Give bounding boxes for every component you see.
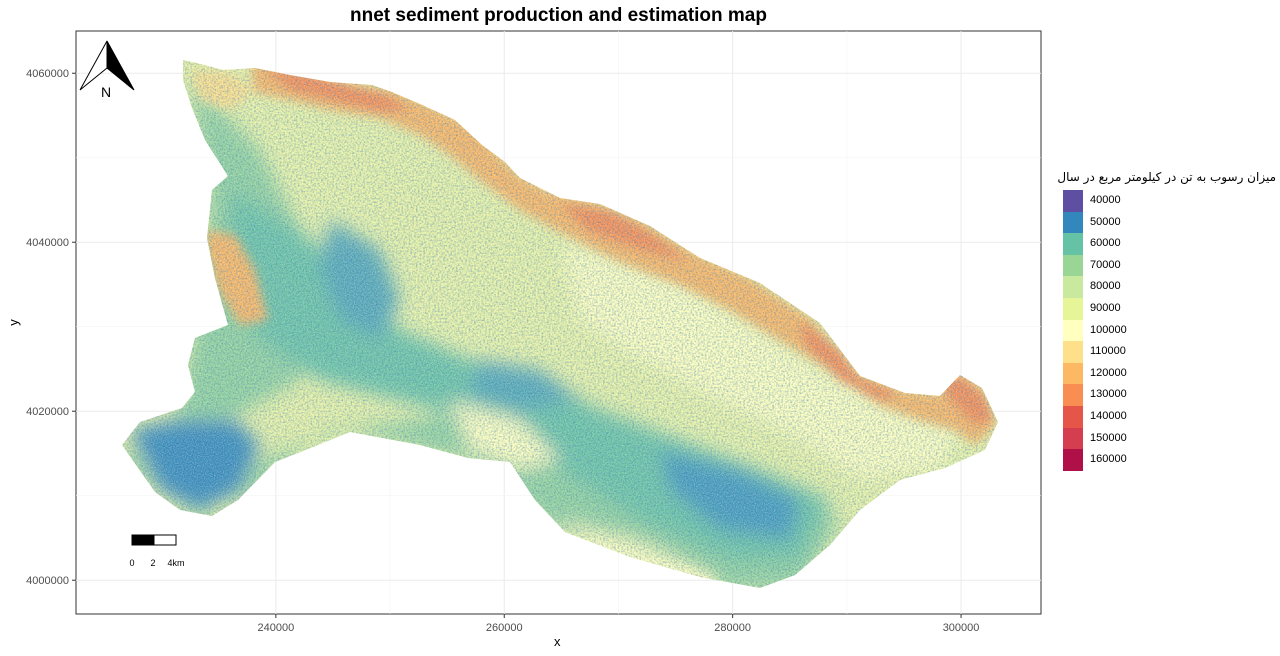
legend-color-key: [1063, 427, 1083, 450]
legend-color-key: [1063, 297, 1083, 320]
legend-label: 60000: [1090, 237, 1121, 250]
legend-item: 110000: [1061, 341, 1276, 363]
scale-bar-label-4km: 4km: [167, 558, 184, 568]
legend-item: 60000: [1061, 233, 1276, 255]
legend-color-key: [1063, 319, 1083, 342]
legend-label: 50000: [1090, 215, 1121, 228]
legend-label: 120000: [1090, 366, 1127, 379]
legend-color-key: [1063, 384, 1083, 406]
y-tick-label: 4000000: [26, 575, 69, 587]
legend-color-key: [1063, 233, 1083, 255]
legend-item: 40000: [1061, 190, 1276, 212]
legend-color-key: [1063, 211, 1083, 234]
legend-item: 70000: [1061, 254, 1276, 277]
y-tick-label: 4060000: [26, 68, 69, 80]
legend-label: 80000: [1090, 280, 1121, 293]
legend-item: 80000: [1061, 276, 1276, 298]
map-title: nnet sediment production and estimation …: [350, 5, 767, 26]
north-arrow: N: [79, 40, 135, 100]
legend-color-key: [1063, 341, 1083, 363]
x-tick-label: 280000: [714, 622, 751, 634]
y-tick-label: 4040000: [26, 237, 69, 249]
axes: 240000 260000 280000 300000 4000000 4020000 40…: [26, 68, 979, 634]
legend-item: 160000: [1061, 449, 1276, 471]
legend-label: 40000: [1090, 194, 1121, 206]
x-axis-title: x: [554, 634, 561, 649]
x-tick-label: 240000: [257, 622, 294, 634]
legend: میزان رسوب به تن در کیلومتر مربع در سال …: [1057, 170, 1276, 471]
legend-item: 150000: [1061, 427, 1276, 450]
legend-title: میزان رسوب به تن در کیلومتر مربع در سال: [1057, 170, 1276, 184]
legend-item: 120000: [1061, 362, 1276, 385]
legend-item: 100000: [1061, 319, 1276, 342]
legend-item: 130000: [1061, 384, 1276, 406]
legend-label: 140000: [1090, 409, 1127, 422]
legend-label: 160000: [1090, 453, 1127, 466]
y-axis-title: y: [5, 319, 21, 326]
legend-item: 140000: [1061, 405, 1276, 428]
legend-color-key: [1063, 276, 1083, 298]
legend-label: 70000: [1090, 258, 1121, 271]
legend-label: 110000: [1090, 345, 1126, 358]
legend-items: 40000 50000 60000 70000 80000 90000 100000 1100…: [1061, 190, 1276, 471]
legend-item: 50000: [1061, 211, 1276, 234]
scale-bar: 0 2 4km: [129, 534, 185, 568]
y-tick-label: 4020000: [26, 406, 69, 418]
north-arrow-label: N: [101, 84, 111, 100]
legend-item: 90000: [1061, 297, 1276, 320]
legend-color-key: [1063, 254, 1083, 277]
scale-bar-black-segment: [131, 534, 155, 546]
legend-label: 100000: [1090, 323, 1127, 336]
legend-color-key: [1063, 362, 1083, 385]
x-tick-label: 300000: [943, 622, 980, 634]
x-tick-label: 260000: [486, 622, 523, 634]
legend-label: 90000: [1090, 301, 1121, 314]
legend-label: 130000: [1090, 388, 1127, 401]
north-arrow-right-half: [106, 40, 135, 91]
legend-color-key: [1063, 190, 1083, 212]
scale-bar-white-segment: [153, 534, 177, 546]
legend-label: 150000: [1090, 431, 1127, 444]
scale-bar-label-0: 0: [129, 558, 134, 568]
legend-color-key: [1063, 405, 1083, 428]
scale-bar-label-2: 2: [150, 558, 155, 568]
legend-color-key: [1063, 449, 1083, 471]
